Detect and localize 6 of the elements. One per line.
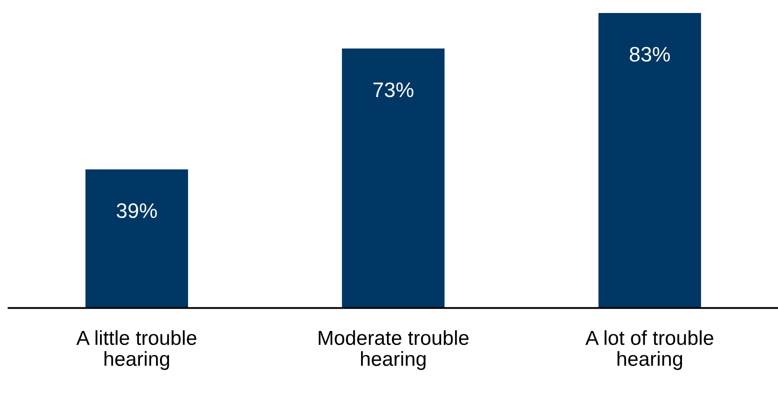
- x-tick-label: A little trouble hearing: [76, 330, 196, 370]
- data-label: 39%: [116, 203, 157, 218]
- x-tick-label: A lot of trouble hearing: [585, 330, 714, 370]
- data-label: 73%: [373, 82, 414, 98]
- x-tick-label: Moderate trouble hearing: [318, 330, 468, 370]
- data-label: 83%: [630, 46, 670, 62]
